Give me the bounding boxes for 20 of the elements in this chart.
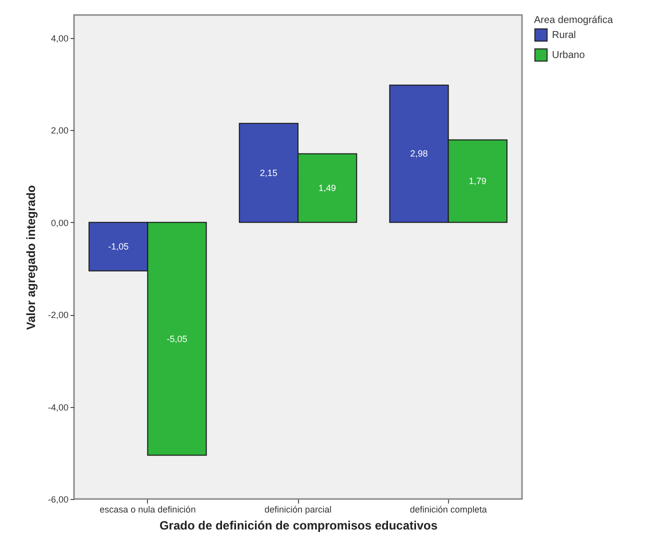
x-tick-label: definición parcial: [264, 504, 332, 514]
legend-label: Urbano: [552, 50, 586, 61]
data-label: 1,49: [318, 183, 336, 194]
x-tick-label: definición completa: [410, 504, 487, 514]
y-tick-label: 2,00: [50, 126, 68, 136]
legend-title: Area demográfica: [534, 15, 614, 26]
x-tick-label: escasa o nula definición: [100, 504, 196, 514]
x-axis-title: Grado de definición de compromisos educativos: [159, 518, 438, 532]
y-tick-label: 4,00: [50, 34, 68, 44]
data-label: 1,79: [468, 176, 486, 186]
y-tick-label: -4,00: [48, 402, 68, 412]
y-tick-label: -2,00: [48, 310, 68, 320]
data-label: -1,05: [108, 242, 129, 252]
legend-label: Rural: [552, 30, 576, 41]
y-tick-label: -6,00: [48, 494, 68, 504]
y-tick-label: 0,00: [50, 218, 68, 228]
data-label: -5,05: [166, 334, 188, 344]
data-label: 2,98: [410, 148, 428, 159]
y-axis-title: Valor agregado integrado: [24, 185, 38, 330]
data-label: 2,15: [260, 168, 278, 178]
